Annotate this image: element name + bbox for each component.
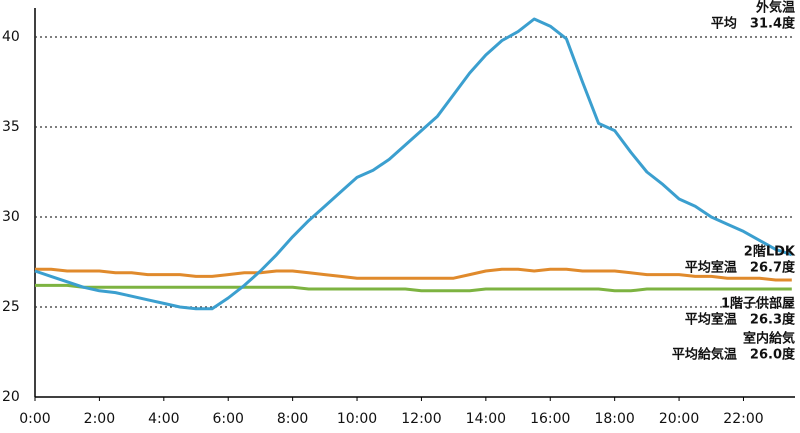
annotation: 室内給気	[743, 331, 795, 347]
series-line	[35, 283, 792, 293]
x-tick-label: 16:00	[530, 411, 570, 427]
annotation: 1階子供部屋	[721, 296, 795, 312]
annotation: 平均 31.4度	[711, 16, 796, 32]
x-tick-label: 12:00	[401, 411, 441, 427]
annotation: 平均室温 26.7度	[685, 260, 796, 276]
x-tick-label: 20:00	[659, 411, 699, 427]
x-tick-label: 0:00	[19, 411, 50, 427]
annotation: 平均室温 26.3度	[685, 312, 796, 328]
x-tick-label: 22:00	[723, 411, 763, 427]
series-line	[34, 17, 793, 311]
x-tick-label: 6:00	[212, 411, 243, 427]
y-tick-label: 30	[2, 209, 20, 225]
y-tick-label: 35	[2, 119, 20, 135]
y-tick-label: 25	[2, 299, 20, 315]
annotation: 平均給気温 26.0度	[672, 347, 796, 363]
x-tick-label: 10:00	[337, 411, 377, 427]
annotation: 2階LDK	[744, 244, 796, 260]
annotation: 外気温	[755, 0, 795, 16]
x-tick-label: 2:00	[84, 411, 115, 427]
x-tick-label: 8:00	[277, 411, 308, 427]
x-tick-label: 14:00	[466, 411, 506, 427]
x-tick-label: 4:00	[148, 411, 179, 427]
y-tick-label: 20	[2, 389, 20, 405]
x-tick-label: 18:00	[594, 411, 634, 427]
series-line	[35, 267, 792, 282]
y-tick-label: 40	[2, 29, 20, 45]
